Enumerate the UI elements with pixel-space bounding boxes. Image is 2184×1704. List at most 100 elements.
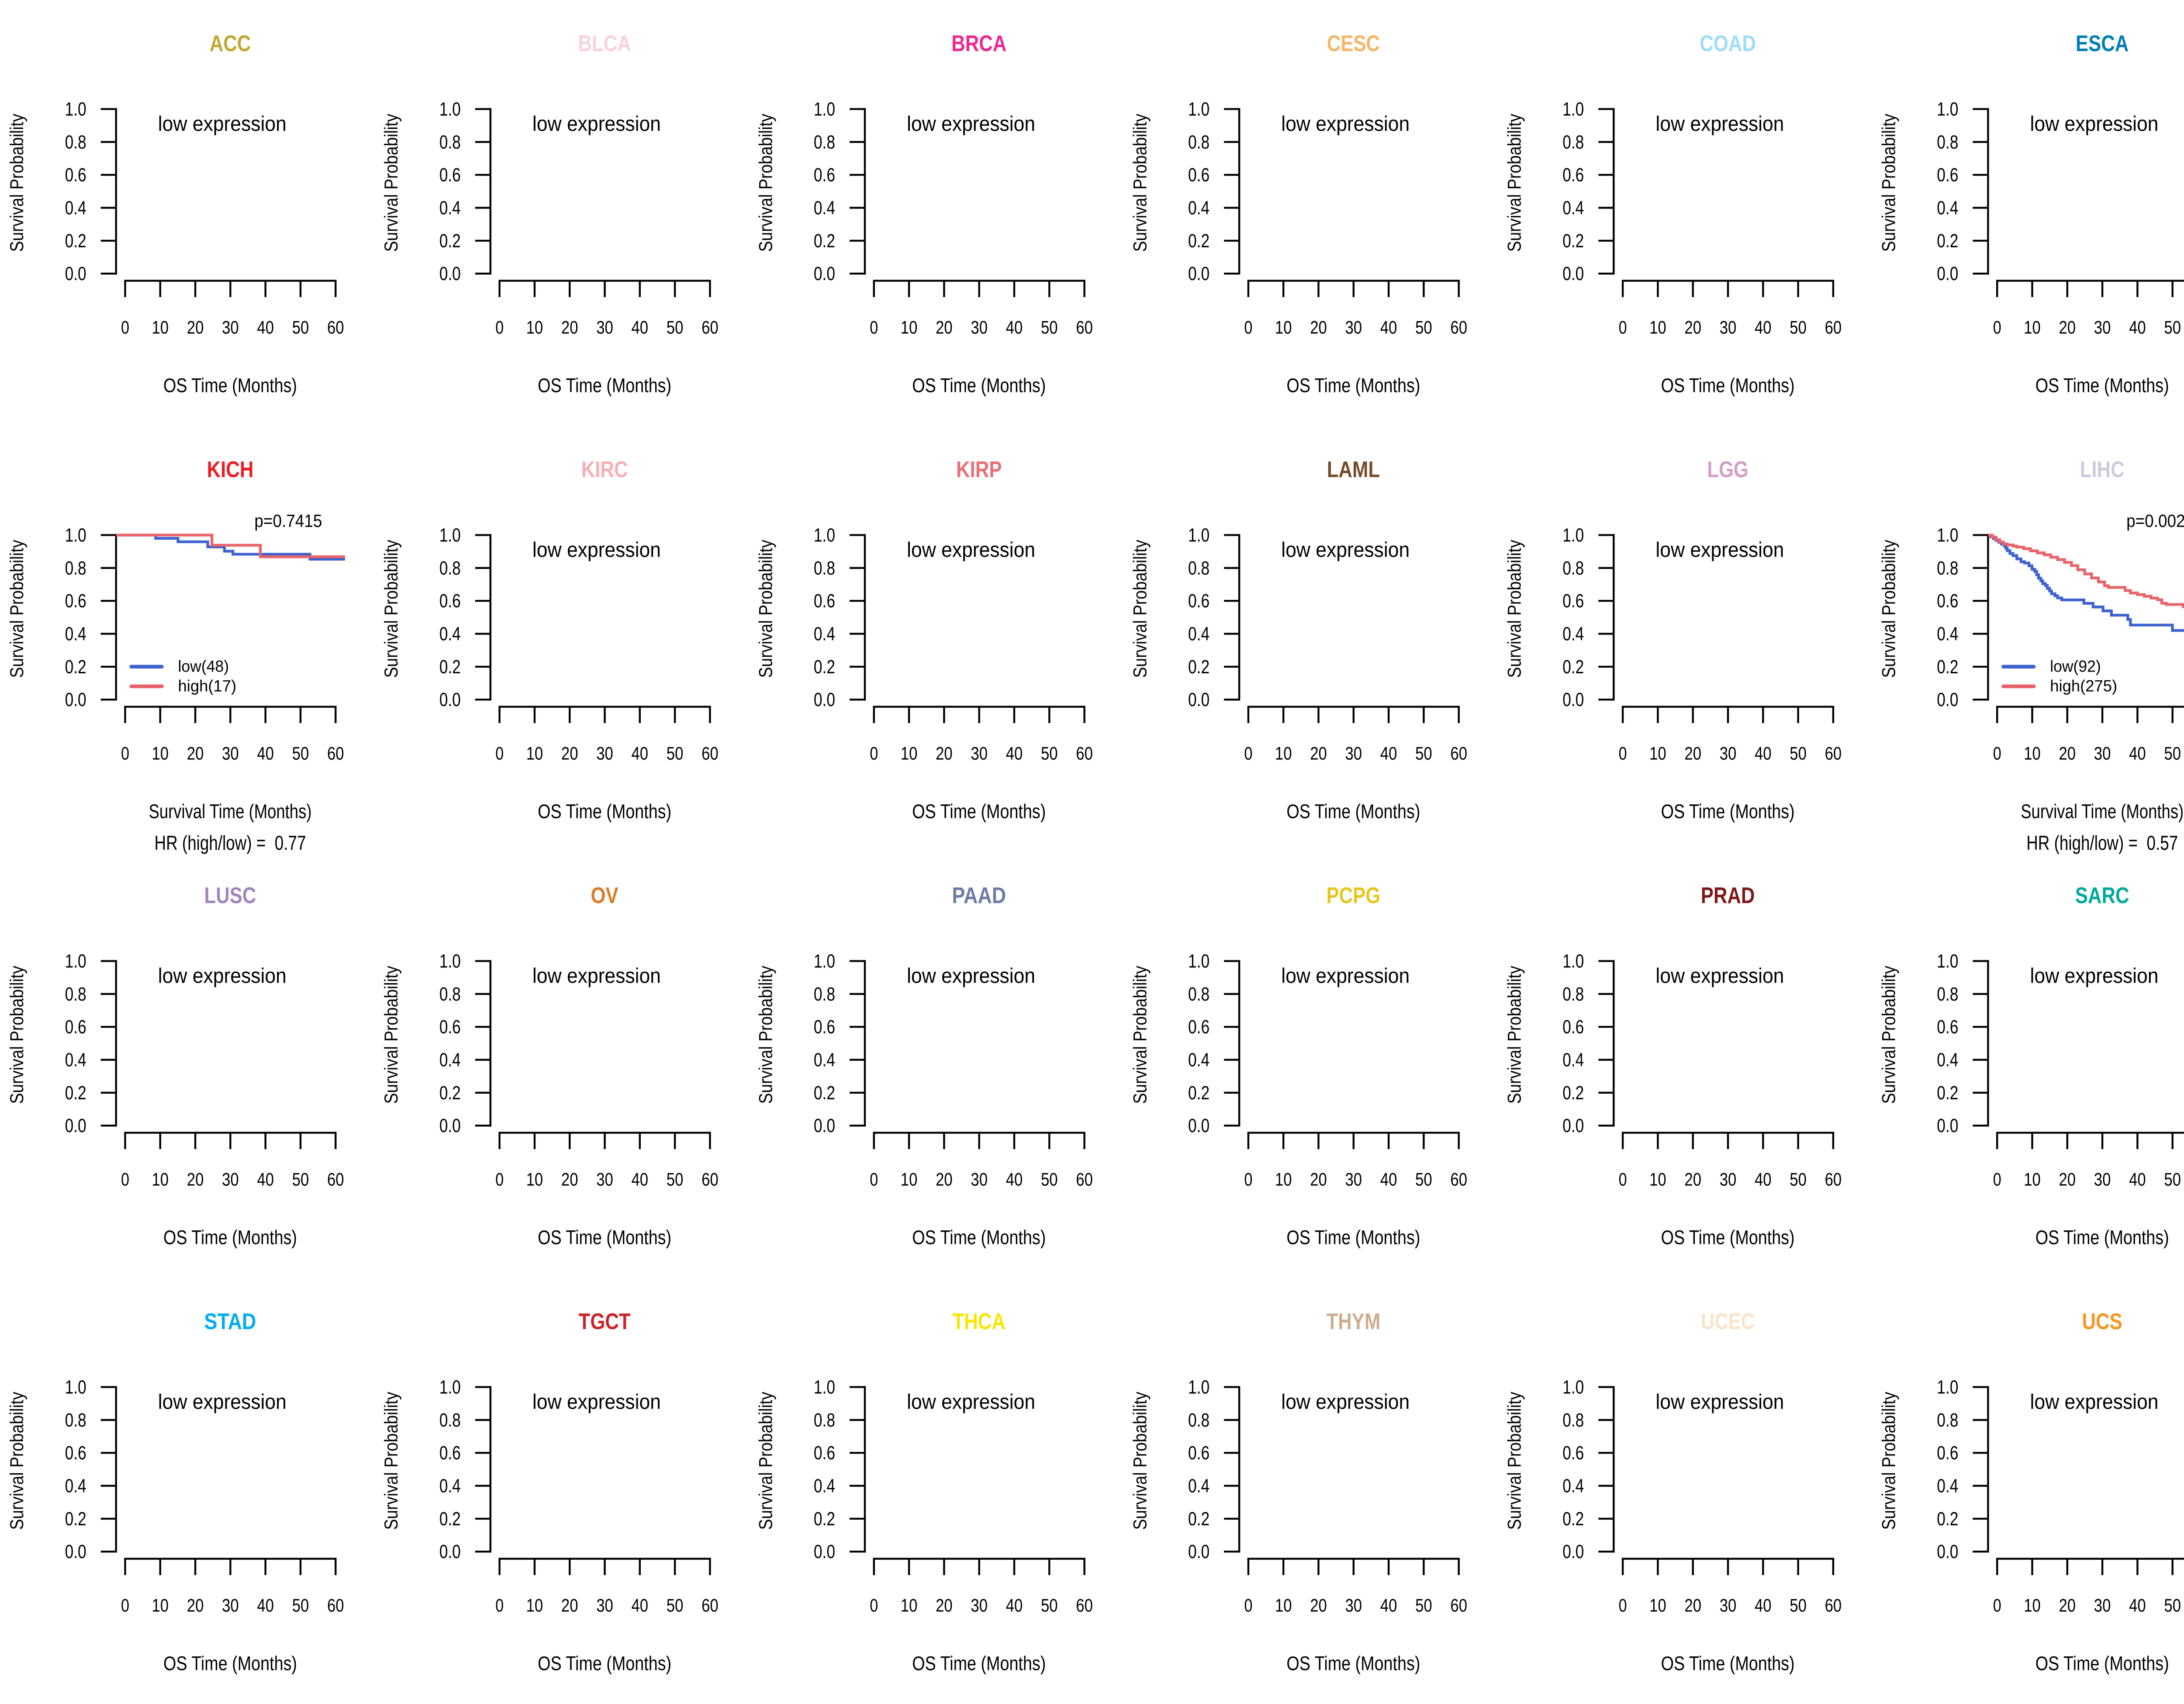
svg-text:OS Time (Months): OS Time (Months) [2035, 374, 2169, 396]
svg-text:0.2: 0.2 [1562, 230, 1584, 252]
svg-text:20: 20 [2059, 1595, 2076, 1616]
svg-text:0: 0 [121, 743, 129, 764]
svg-text:50: 50 [1041, 743, 1058, 764]
svg-text:60: 60 [1076, 317, 1093, 338]
svg-text:0: 0 [1993, 317, 2001, 338]
svg-text:10: 10 [526, 1169, 543, 1190]
svg-text:20: 20 [1684, 743, 1701, 764]
svg-text:0.4: 0.4 [1562, 1475, 1584, 1497]
svg-text:40: 40 [2129, 743, 2146, 764]
svg-text:0.8: 0.8 [439, 132, 461, 153]
svg-text:40: 40 [632, 317, 649, 338]
svg-text:0: 0 [121, 1595, 129, 1616]
svg-text:low expression: low expression [2030, 1391, 2159, 1414]
svg-text:1.0: 1.0 [65, 525, 86, 546]
svg-text:0.4: 0.4 [1188, 1475, 1209, 1497]
svg-text:0.4: 0.4 [65, 1049, 86, 1071]
svg-text:OS Time (Months): OS Time (Months) [538, 374, 671, 396]
svg-text:0.8: 0.8 [1937, 984, 1958, 1005]
svg-text:10: 10 [1275, 1169, 1292, 1190]
svg-text:40: 40 [257, 743, 274, 764]
svg-text:10: 10 [2024, 1169, 2041, 1190]
svg-text:OS Time (Months): OS Time (Months) [1661, 800, 1795, 822]
svg-text:10: 10 [526, 743, 543, 764]
svg-text:40: 40 [2129, 317, 2146, 338]
svg-text:30: 30 [596, 317, 613, 338]
svg-text:Survival Probability: Survival Probability [1130, 1392, 1151, 1530]
svg-text:KIRP: KIRP [956, 457, 1002, 482]
svg-text:40: 40 [1006, 317, 1023, 338]
svg-text:20: 20 [187, 1595, 204, 1616]
svg-text:0.6: 0.6 [1188, 590, 1209, 612]
svg-text:10: 10 [901, 1595, 918, 1616]
svg-text:1.0: 1.0 [814, 951, 835, 972]
svg-text:low expression: low expression [532, 965, 661, 988]
svg-text:LGG: LGG [1707, 457, 1749, 482]
svg-text:p=0.0022: p=0.0022 [2126, 511, 2184, 531]
svg-text:60: 60 [1450, 317, 1467, 338]
svg-text:OS Time (Months): OS Time (Months) [1286, 1652, 1420, 1674]
svg-text:0.6: 0.6 [1937, 164, 1958, 186]
svg-text:0.0: 0.0 [1188, 1115, 1209, 1136]
svg-text:10: 10 [1649, 1169, 1666, 1190]
svg-text:OS Time (Months): OS Time (Months) [163, 1652, 297, 1674]
svg-text:0.2: 0.2 [1937, 230, 1958, 252]
svg-text:40: 40 [632, 1595, 649, 1616]
svg-text:OS Time (Months): OS Time (Months) [1661, 1652, 1795, 1674]
svg-text:Survival Time (Months): Survival Time (Months) [149, 800, 312, 822]
svg-text:Survival Probability: Survival Probability [1504, 540, 1525, 678]
svg-text:10: 10 [152, 743, 169, 764]
svg-text:low expression: low expression [532, 1391, 661, 1414]
svg-text:OS Time (Months): OS Time (Months) [538, 1226, 671, 1248]
svg-text:0.2: 0.2 [1937, 656, 1958, 678]
svg-text:OS Time (Months): OS Time (Months) [912, 1226, 1046, 1248]
svg-text:40: 40 [1755, 1595, 1772, 1616]
svg-text:30: 30 [596, 1595, 613, 1616]
svg-text:1.0: 1.0 [1188, 1377, 1209, 1398]
svg-text:30: 30 [1720, 743, 1737, 764]
svg-text:20: 20 [187, 1169, 204, 1190]
svg-text:40: 40 [1755, 317, 1772, 338]
svg-text:20: 20 [1684, 1595, 1701, 1616]
svg-text:0.4: 0.4 [814, 197, 835, 219]
svg-text:0.0: 0.0 [1188, 1541, 1209, 1562]
svg-text:20: 20 [2059, 1169, 2076, 1190]
svg-text:0.2: 0.2 [814, 656, 835, 678]
svg-text:Survival Probability: Survival Probability [7, 966, 28, 1104]
svg-text:0.6: 0.6 [1188, 164, 1209, 186]
svg-text:10: 10 [901, 743, 918, 764]
svg-text:0.0: 0.0 [1937, 689, 1958, 710]
svg-text:10: 10 [2024, 1595, 2041, 1616]
svg-text:40: 40 [1006, 1595, 1023, 1616]
svg-text:low expression: low expression [532, 539, 661, 562]
svg-text:low(48): low(48) [178, 657, 229, 675]
svg-text:0.6: 0.6 [1937, 1442, 1958, 1464]
svg-text:1.0: 1.0 [814, 525, 835, 546]
svg-text:40: 40 [2129, 1595, 2146, 1616]
svg-text:0.4: 0.4 [1188, 1049, 1209, 1071]
svg-text:10: 10 [1275, 743, 1292, 764]
svg-text:10: 10 [152, 1595, 169, 1616]
svg-text:10: 10 [1649, 1595, 1666, 1616]
svg-text:10: 10 [1275, 317, 1292, 338]
svg-text:BLCA: BLCA [578, 31, 631, 56]
svg-text:Survival Probability: Survival Probability [755, 540, 776, 678]
svg-text:0.6: 0.6 [1562, 164, 1584, 186]
svg-text:40: 40 [1006, 743, 1023, 764]
svg-text:0.0: 0.0 [1937, 1541, 1958, 1562]
svg-text:LIHC: LIHC [2080, 457, 2125, 482]
svg-text:Survival Probability: Survival Probability [755, 114, 776, 252]
svg-text:30: 30 [1345, 1169, 1362, 1190]
svg-text:0.0: 0.0 [1188, 263, 1209, 284]
svg-text:10: 10 [152, 317, 169, 338]
svg-text:40: 40 [257, 1169, 274, 1190]
svg-text:PAAD: PAAD [952, 883, 1006, 908]
svg-text:PRAD: PRAD [1701, 883, 1755, 908]
svg-text:0.8: 0.8 [439, 1410, 461, 1431]
svg-text:60: 60 [1450, 1595, 1467, 1616]
svg-text:0.6: 0.6 [65, 1442, 86, 1464]
svg-text:0.8: 0.8 [1937, 558, 1958, 579]
svg-text:0: 0 [1993, 1169, 2001, 1190]
svg-text:60: 60 [327, 1595, 344, 1616]
svg-text:0.4: 0.4 [65, 1475, 86, 1497]
